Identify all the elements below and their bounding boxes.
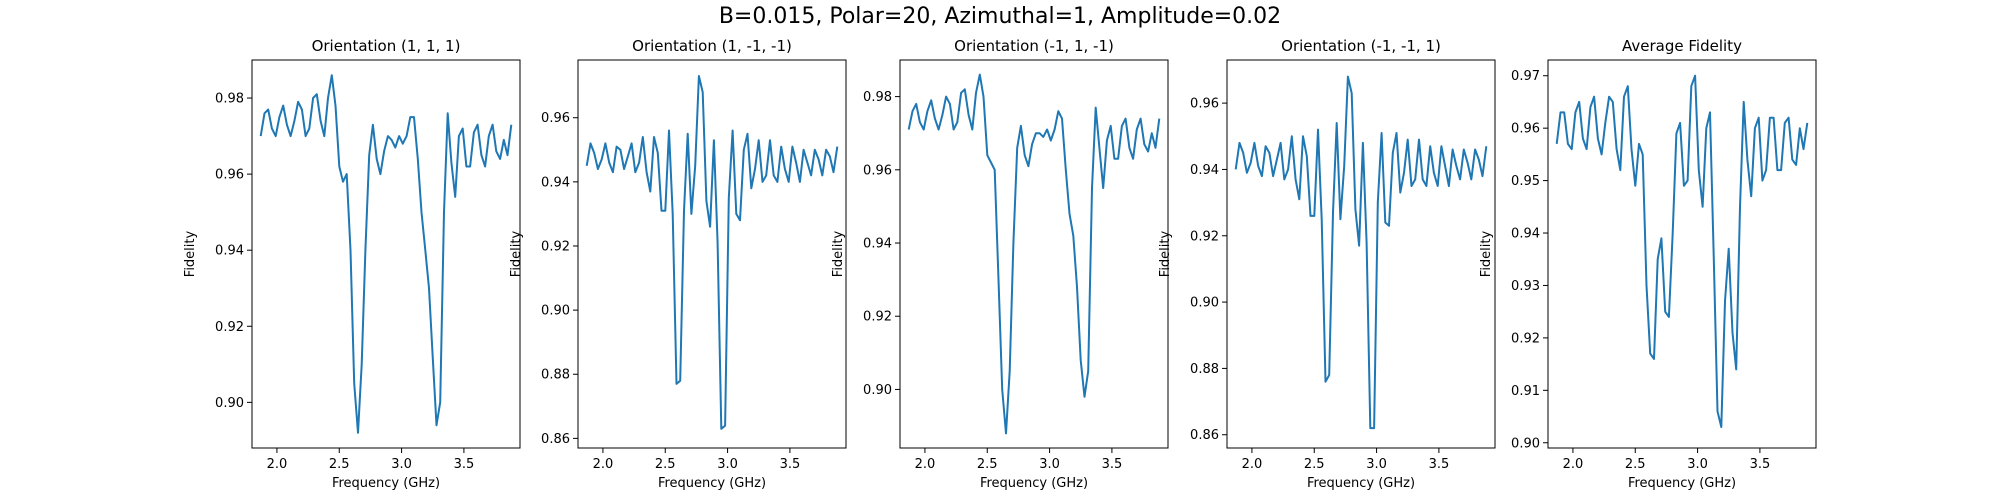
x-tick-label: 2.5 — [1625, 457, 1646, 472]
fidelity-line — [1234, 75, 1488, 430]
panel-title: Orientation (1, 1, 1) — [312, 37, 461, 55]
x-tick-label: 3.5 — [1429, 457, 1450, 472]
y-tick-label: 0.96 — [215, 168, 244, 183]
y-tick-label: 0.92 — [1190, 229, 1219, 244]
x-tick-label: 2.0 — [267, 457, 288, 472]
plot-frame — [251, 59, 521, 449]
x-tick-label: 2.0 — [915, 457, 936, 472]
x-tick-label: 2.5 — [1304, 457, 1325, 472]
chart-panel-3: 2.0 2.5 3.0 3.5 0.90 0.92 0.94 0.96 0.98 Orientat… — [831, 37, 1169, 491]
y-tick-label: 0.90 — [215, 396, 244, 411]
x-tick-label: 3.0 — [1039, 457, 1060, 472]
x-tick-label: 3.0 — [1687, 457, 1708, 472]
plot-frame — [577, 59, 847, 449]
y-tick-label: 0.97 — [1511, 69, 1540, 84]
y-tick-label: 0.92 — [541, 239, 570, 254]
plot-frame — [1547, 59, 1817, 449]
fidelity-line — [259, 74, 513, 434]
x-axis-label: Frequency (GHz) — [1628, 476, 1736, 491]
fidelity-line — [585, 75, 839, 430]
y-tick-label: 0.98 — [863, 90, 892, 105]
x-axis-label: Frequency (GHz) — [332, 476, 440, 491]
y-axis-label: Fidelity — [1158, 230, 1173, 277]
y-tick-label: 0.94 — [1511, 227, 1540, 242]
y-axis-label: Fidelity — [183, 230, 198, 277]
y-tick-label: 0.94 — [863, 237, 892, 252]
chart-panel-5: 2.0 2.5 3.0 3.5 0.90 0.91 0.92 0.93 0.94 0.95 0.96… — [1479, 37, 1817, 491]
y-tick-label: 0.94 — [541, 175, 570, 190]
chart-panel-4: 2.0 2.5 3.0 3.5 0.86 0.88 0.90 0.92 0.94 0.96 Orie… — [1158, 37, 1496, 491]
x-tick-label: 3.5 — [780, 457, 801, 472]
x-tick-label: 3.5 — [1102, 457, 1123, 472]
figure-title: B=0.015, Polar=20, Azimuthal=1, Amplitud… — [718, 4, 1282, 29]
x-axis-label: Frequency (GHz) — [1307, 476, 1415, 491]
y-tick-label: 0.90 — [1511, 436, 1540, 451]
x-tick-label: 3.0 — [391, 457, 412, 472]
x-tick-label: 2.5 — [655, 457, 676, 472]
y-tick-label: 0.94 — [1190, 163, 1219, 178]
y-tick-label: 0.96 — [541, 111, 570, 126]
chart-panel-2: 2.0 2.5 3.0 3.5 0.86 0.88 0.90 0.92 0.94 0.96 Orie… — [509, 37, 847, 491]
x-tick-label: 2.0 — [1563, 457, 1584, 472]
y-tick-label: 0.92 — [863, 310, 892, 325]
x-tick-label: 2.0 — [1242, 457, 1263, 472]
y-tick-label: 0.90 — [541, 304, 570, 319]
y-tick-label: 0.88 — [1190, 362, 1219, 377]
panel-title: Average Fidelity — [1622, 37, 1742, 55]
y-tick-label: 0.96 — [863, 163, 892, 178]
plot-frame — [1226, 59, 1496, 449]
x-tick-label: 2.5 — [977, 457, 998, 472]
y-axis-label: Fidelity — [509, 230, 524, 277]
y-tick-label: 0.86 — [541, 432, 570, 447]
y-tick-label: 0.90 — [863, 383, 892, 398]
y-tick-label: 0.96 — [1511, 122, 1540, 137]
x-tick-label: 2.0 — [593, 457, 614, 472]
x-tick-label: 3.5 — [454, 457, 475, 472]
x-axis-label: Frequency (GHz) — [980, 476, 1088, 491]
y-axis-label: Fidelity — [831, 230, 846, 277]
y-tick-label: 0.96 — [1190, 97, 1219, 112]
x-axis-label: Frequency (GHz) — [658, 476, 766, 491]
x-tick-label: 3.0 — [1366, 457, 1387, 472]
panel-title: Orientation (-1, 1, -1) — [954, 37, 1114, 55]
y-tick-label: 0.90 — [1190, 296, 1219, 311]
x-tick-label: 3.0 — [717, 457, 738, 472]
plot-frame — [899, 59, 1169, 449]
fidelity-line — [907, 73, 1161, 435]
y-tick-label: 0.94 — [215, 244, 244, 259]
chart-panel-1: 2.0 2.5 3.0 3.5 0.90 0.92 0.94 0.96 0.98 Orientat… — [183, 37, 521, 491]
y-tick-label: 0.98 — [215, 92, 244, 107]
y-tick-label: 0.88 — [541, 368, 570, 383]
y-tick-label: 0.95 — [1511, 174, 1540, 189]
panel-title: Orientation (1, -1, -1) — [632, 37, 792, 55]
y-axis-label: Fidelity — [1479, 230, 1494, 277]
fidelity-line — [1555, 74, 1809, 428]
x-tick-label: 3.5 — [1750, 457, 1771, 472]
x-tick-label: 2.5 — [329, 457, 350, 472]
y-tick-label: 0.86 — [1190, 428, 1219, 443]
y-tick-label: 0.92 — [215, 320, 244, 335]
y-tick-label: 0.93 — [1511, 279, 1540, 294]
panel-title: Orientation (-1, -1, 1) — [1281, 37, 1441, 55]
y-tick-label: 0.92 — [1511, 331, 1540, 346]
y-tick-label: 0.91 — [1511, 384, 1540, 399]
